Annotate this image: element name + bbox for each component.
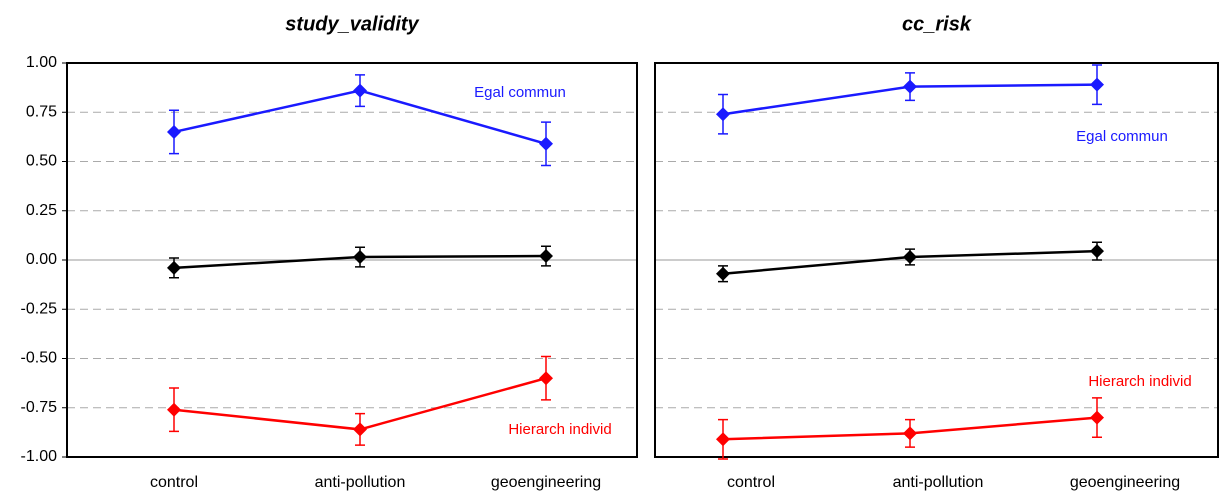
chart-title: cc_risk [902,13,972,35]
y-tick-label: -0.50 [21,350,58,367]
y-tick-label: 0.00 [26,251,57,268]
plot-frame [66,62,638,458]
series-label: Hierarch individ [1088,373,1191,390]
marker [903,426,917,441]
marker [353,250,367,265]
y-tick-label: 1.00 [26,54,57,71]
series-label: Hierarch individ [508,421,611,438]
marker [167,402,181,417]
plot-frame [654,62,1219,458]
marker [716,266,730,281]
marker [539,371,553,386]
marker [539,136,553,151]
x-tick-label: geoengineering [491,474,601,491]
x-tick-label: geoengineering [1070,474,1180,491]
series-label: Egal commun [1076,128,1168,145]
marker [353,422,367,437]
y-tick-label: 0.50 [26,153,57,170]
x-tick-label: control [150,474,198,491]
marker [167,124,181,139]
series-label: Egal commun [474,84,566,101]
y-tick-label: -1.00 [21,448,58,465]
x-tick-label: anti-pollution [893,474,984,491]
x-tick-label: anti-pollution [315,474,406,491]
x-tick-label: control [727,474,775,491]
marker [716,432,730,447]
marker [1090,244,1104,259]
y-tick-label: -0.75 [21,399,58,416]
y-tick-label: 0.25 [26,202,57,219]
marker [1090,77,1104,92]
chart-title: study_validity [285,13,419,35]
marker [716,107,730,122]
marker [539,249,553,264]
marker [167,260,181,275]
marker [1090,410,1104,425]
y-tick-label: 0.75 [26,103,57,120]
marker [903,250,917,265]
y-tick-label: -0.25 [21,300,58,317]
marker [353,83,367,98]
marker [903,79,917,94]
